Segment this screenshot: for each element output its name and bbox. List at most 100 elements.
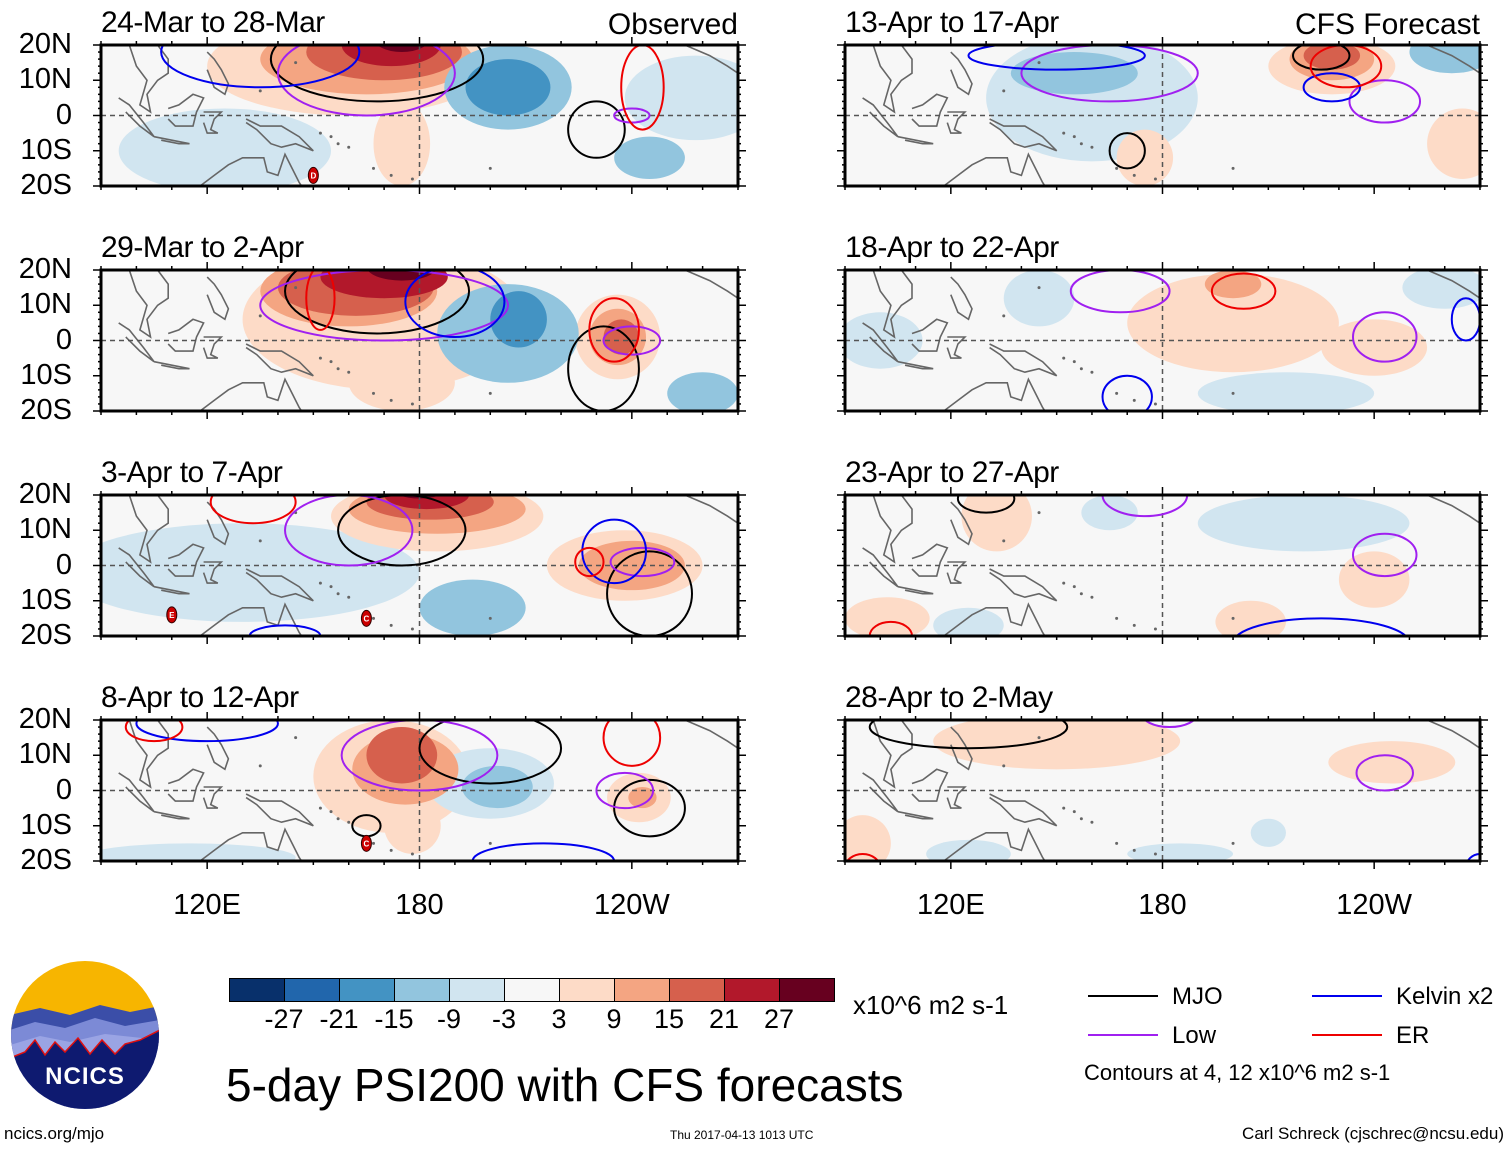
anomaly-shading: [933, 607, 1004, 636]
coastline: [202, 111, 224, 134]
anomaly-shading: [366, 727, 438, 784]
coastline: [897, 135, 934, 145]
ncics-logo[interactable]: NCICS: [10, 960, 160, 1110]
island: [1231, 166, 1235, 170]
panel-title: 18-Apr to 22-Apr: [845, 231, 1059, 264]
map-panel: [837, 262, 1488, 419]
island: [336, 817, 340, 821]
coastline: [167, 318, 205, 352]
contour-kelvin: [1101, 374, 1153, 411]
coastline: [946, 561, 967, 584]
contour-low: [1069, 270, 1171, 314]
island: [1072, 585, 1076, 589]
footer-timestamp: Thu 2017-04-13 1013 UTC: [670, 1128, 814, 1142]
colorbar-tick-label: -27: [264, 1004, 304, 1034]
lat-tick-label: 20N: [18, 478, 72, 510]
contour-mjo: [284, 270, 471, 335]
lon-tick-label: 180: [1138, 889, 1187, 921]
coastline: [206, 51, 230, 96]
contour-low: [1143, 720, 1196, 729]
coastline: [118, 322, 155, 363]
cyclone-label: C: [364, 614, 370, 623]
contour-mjo: [1108, 132, 1146, 170]
island: [1112, 417, 1115, 420]
anomaly-shading: [101, 523, 420, 622]
anomaly-shading: [1003, 270, 1075, 327]
island: [336, 367, 340, 371]
coastline: [245, 118, 314, 152]
anomaly-shading: [367, 270, 437, 281]
island: [1115, 166, 1119, 170]
island: [1153, 402, 1157, 406]
panel-tag: Observed: [607, 8, 738, 41]
island: [1090, 370, 1094, 374]
anomaly-shading: [1215, 600, 1286, 636]
colorbar-swatch: [670, 979, 725, 1001]
legend-line-er: [1312, 1034, 1382, 1036]
colorbar-tick-label: -9: [436, 1004, 461, 1034]
coastline: [153, 135, 190, 145]
coastline: [862, 97, 899, 138]
island: [347, 145, 351, 149]
anomaly-shading: [1338, 551, 1410, 608]
coastline: [118, 547, 155, 588]
island: [1079, 817, 1083, 821]
contour-kelvin: [471, 842, 616, 861]
legend-label: Low: [1172, 1022, 1217, 1049]
coastline: [950, 501, 973, 546]
coastline: [872, 270, 913, 339]
contour-low: [1348, 79, 1422, 124]
island: [1090, 595, 1094, 599]
island: [1231, 391, 1235, 395]
island: [1062, 806, 1066, 810]
lat-tick-label: 20N: [18, 253, 72, 285]
coastline: [118, 772, 155, 813]
coastline: [198, 827, 303, 861]
island: [1231, 616, 1235, 620]
island: [1115, 391, 1119, 395]
colorbar-swatch: [395, 979, 450, 1001]
coastline: [1426, 270, 1480, 299]
coastline: [872, 45, 913, 114]
coastline: [942, 152, 1046, 186]
colorbar-tick-label: 21: [708, 1004, 740, 1034]
coastline: [1426, 720, 1480, 749]
island: [1037, 286, 1041, 290]
anomaly-shading: [461, 765, 533, 809]
island: [1153, 627, 1157, 631]
panel-title: 29-Mar to 2-Apr: [101, 231, 304, 264]
anomaly-shading: [465, 59, 551, 116]
island: [1062, 356, 1066, 360]
map-panel: [93, 262, 746, 419]
island: [1062, 131, 1066, 135]
coastline: [167, 543, 205, 577]
island: [1112, 192, 1115, 195]
legend-label: ER: [1396, 1022, 1430, 1049]
colorbar-tick-label: 9: [606, 1004, 622, 1034]
anomaly-shading: [419, 579, 526, 636]
footer-url[interactable]: ncics.org/mjo: [4, 1124, 105, 1143]
island: [1072, 810, 1076, 814]
island: [347, 820, 351, 824]
island: [294, 736, 298, 740]
coastline: [245, 343, 314, 377]
island: [371, 391, 375, 395]
cyclone-label: E: [169, 611, 175, 620]
coastline: [942, 377, 1046, 411]
map-panel: [837, 487, 1488, 644]
colorbar-tick-label: -15: [374, 1004, 414, 1034]
island: [1090, 145, 1094, 149]
island: [1062, 581, 1066, 585]
figure-title: 5-day PSI200 with CFS forecasts: [226, 1059, 904, 1111]
panel-title: 28-Apr to 2-May: [845, 681, 1053, 714]
lon-tick-label: 120E: [916, 889, 985, 921]
island: [371, 616, 375, 620]
colorbar-swatch: [230, 979, 285, 1001]
island: [488, 616, 492, 620]
island: [1079, 367, 1083, 371]
island: [410, 627, 414, 631]
contour-er: [305, 270, 336, 331]
coastline: [946, 786, 967, 809]
island: [1002, 89, 1006, 93]
